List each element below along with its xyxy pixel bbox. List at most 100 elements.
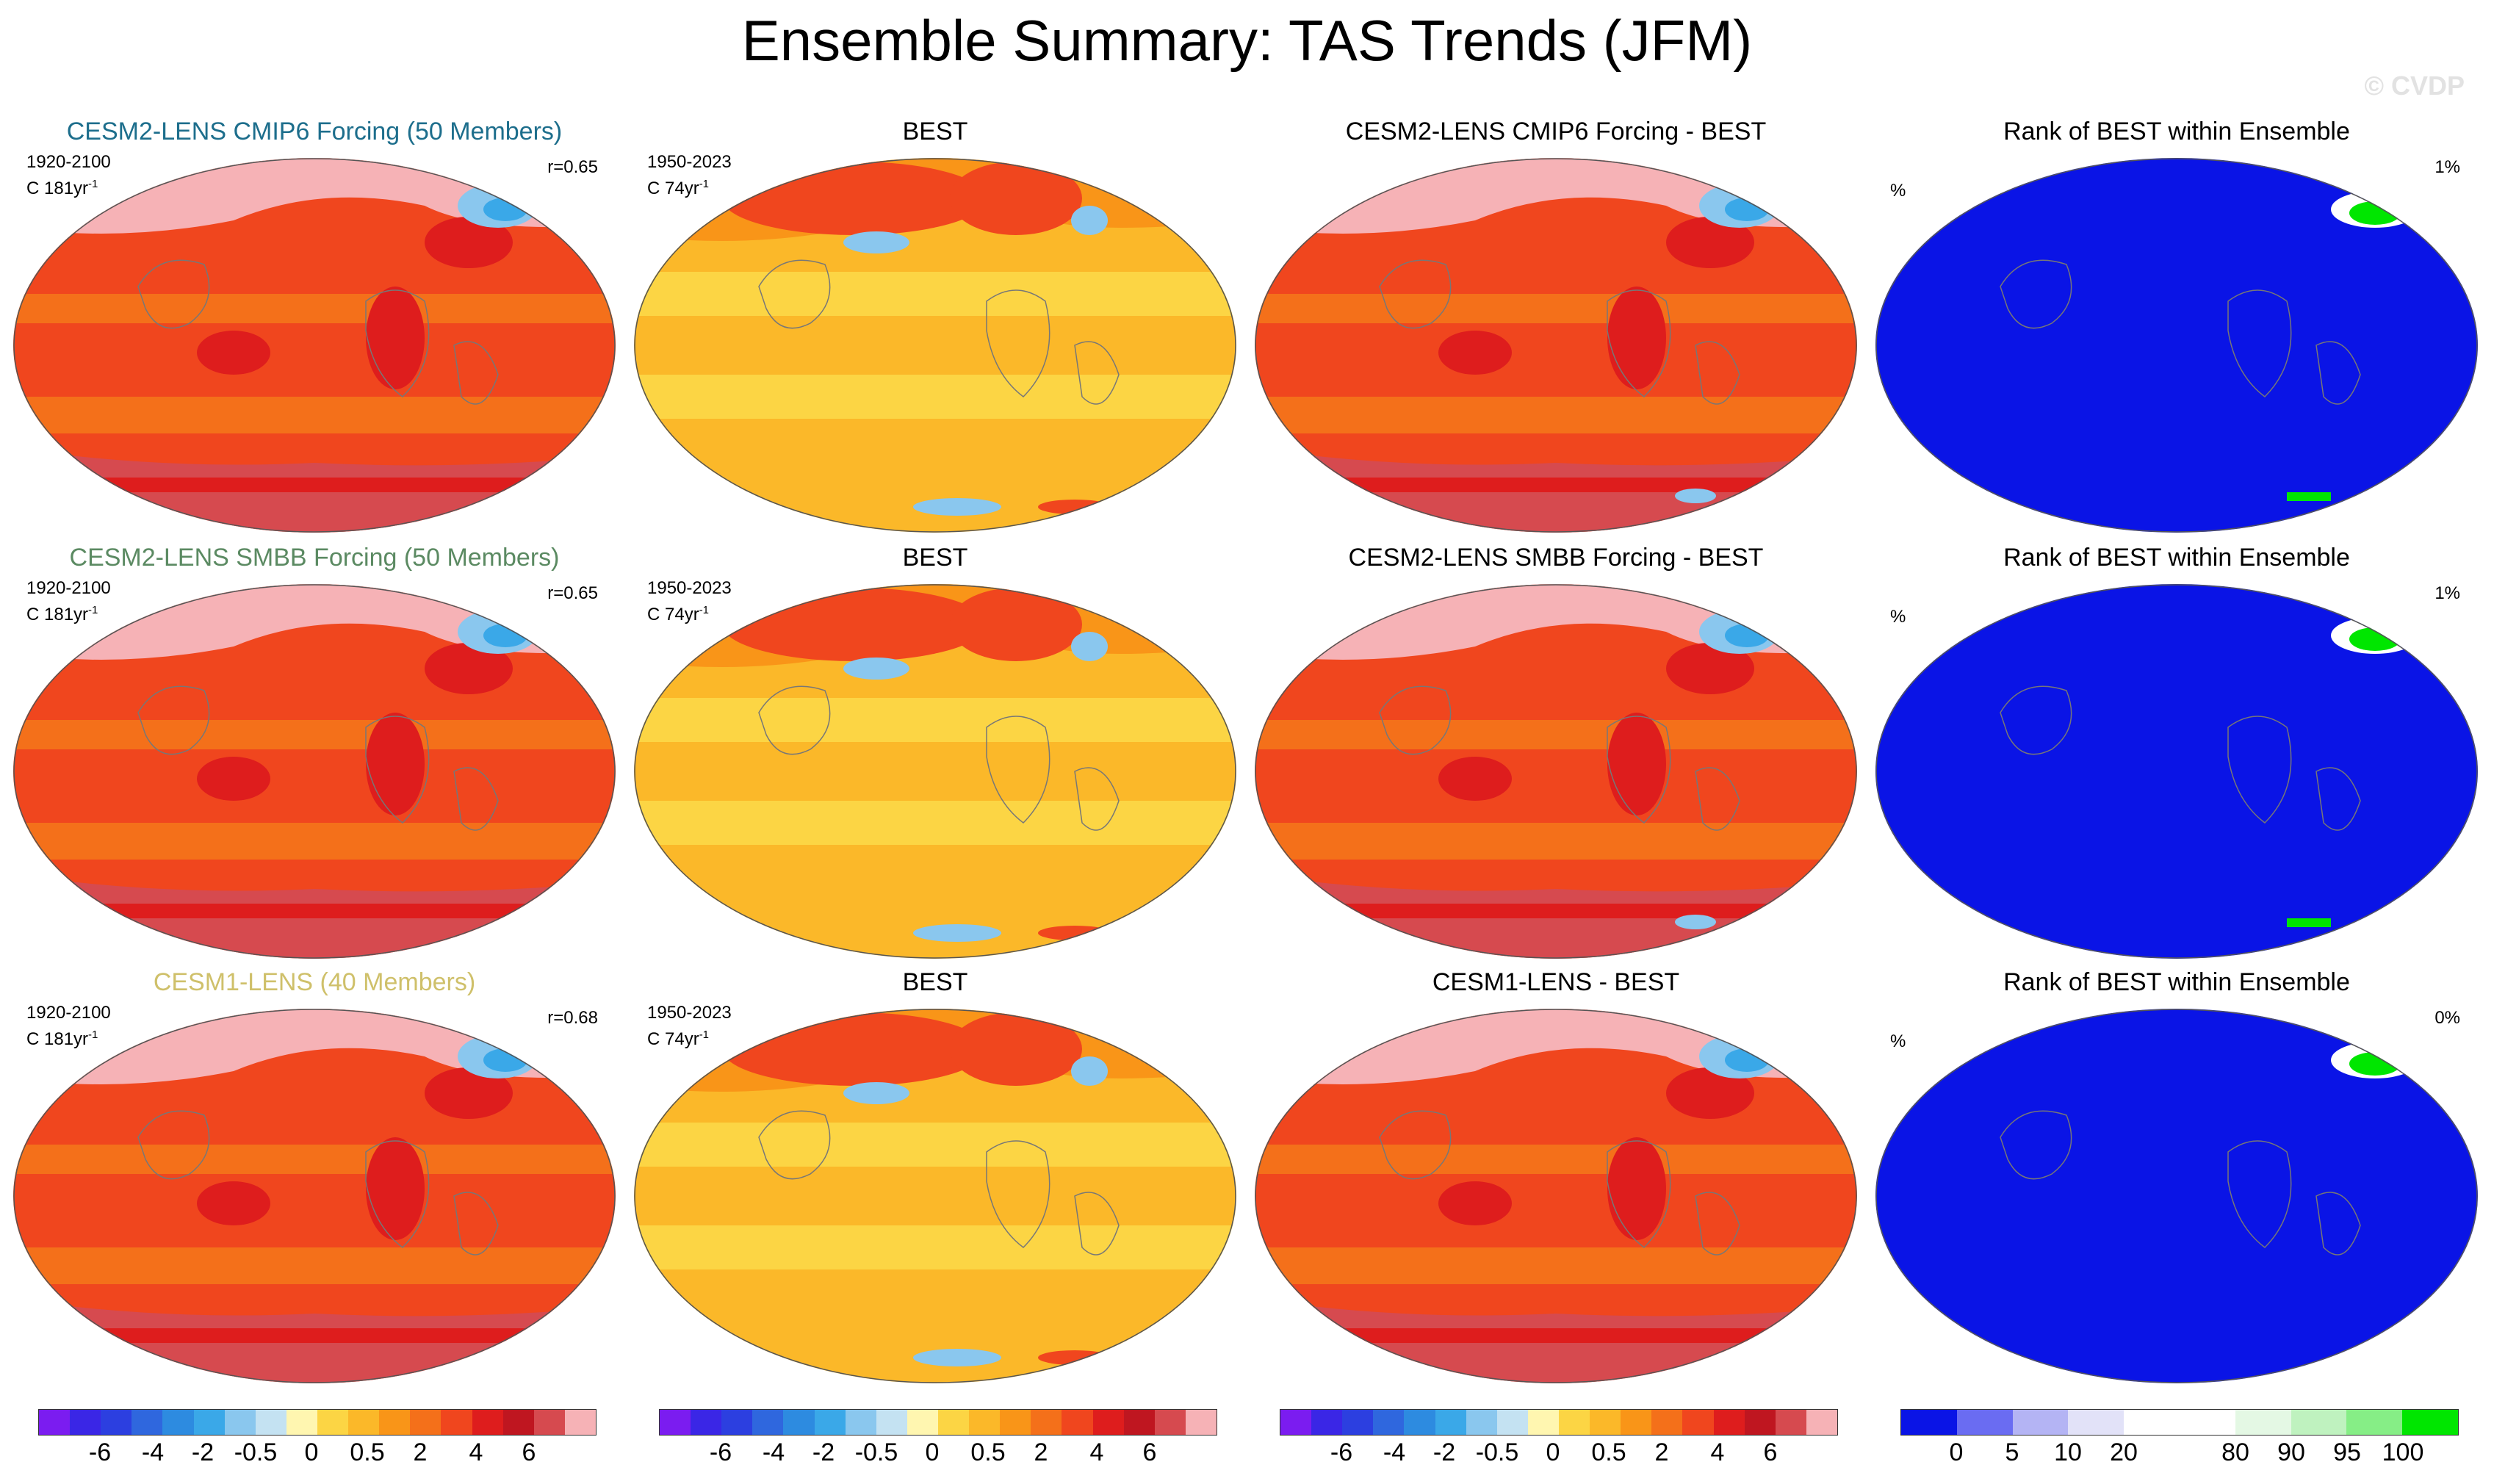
- map-panel-obs-row3: BEST 1950-2023 C 74yr-1: [634, 968, 1236, 1402]
- colorbar-label: 2: [1654, 1438, 1669, 1466]
- eurasia-warm-patch: [950, 1012, 1082, 1086]
- colorbar-swatch: [1744, 1410, 1776, 1435]
- colorbar-swatch: [1558, 1410, 1590, 1435]
- coastline-outline: [758, 685, 831, 755]
- units-exponent: -1: [699, 604, 710, 616]
- colorbar-label: 2: [1034, 1438, 1048, 1466]
- map-border: [1875, 158, 2478, 533]
- coastline-outline: [1695, 341, 1740, 405]
- colorbar-swatch: [1062, 1410, 1093, 1435]
- colorbar-swatch: [533, 1410, 565, 1435]
- colorbar-label: 6: [522, 1438, 536, 1466]
- world-map: [13, 584, 616, 959]
- world-map: [1255, 1009, 1857, 1383]
- trend-colorbar-diff: -6 -4 -2 -0.5 0 0.5 2 4 6: [1280, 1409, 1838, 1475]
- tropical-band: [634, 272, 1236, 316]
- coastline-outline: [2227, 716, 2292, 824]
- colorbar-label: 4: [1710, 1438, 1725, 1466]
- map-border: [1875, 1009, 2478, 1383]
- units-exponent: -1: [88, 1029, 98, 1041]
- percent-value: 1%: [2434, 157, 2460, 177]
- colorbar-label: -4: [1383, 1438, 1406, 1466]
- panel-title: CESM2-LENS CMIP6 Forcing (50 Members): [66, 118, 563, 145]
- colorbar-swatch: [2179, 1410, 2235, 1435]
- colorbar-swatch: [1123, 1410, 1155, 1435]
- colorbar-swatch: [101, 1410, 132, 1435]
- figure-title: Ensemble Summary: TAS Trends (JFM): [741, 8, 1753, 73]
- period-label: 1950-2023: [647, 152, 732, 172]
- coastline-outline: [1074, 1192, 1120, 1256]
- units-label: C 74yr-1: [647, 1024, 732, 1051]
- eurasia-warm-patch: [950, 588, 1082, 661]
- period-units: 1950-2023 C 74yr-1: [647, 1002, 732, 1051]
- warm-maritime-patch: [197, 331, 270, 375]
- coastline-outline: [986, 716, 1050, 824]
- colorbar-swatch: [224, 1410, 256, 1435]
- map-border: [1875, 584, 2478, 959]
- period-label: 1950-2023: [647, 578, 732, 598]
- map-panel-diff-row1: CESM2-LENS CMIP6 Forcing - BEST: [1255, 118, 1857, 551]
- colorbar-swatch: [907, 1410, 938, 1435]
- warm-ne-patch: [1666, 1067, 1754, 1119]
- colorbar-label: 0.5: [350, 1438, 385, 1466]
- colorbar-swatch: [1956, 1410, 2013, 1435]
- southern-band: [1255, 397, 1857, 433]
- period-label: 1950-2023: [647, 1003, 732, 1023]
- coastline-outline: [365, 1140, 430, 1248]
- north-pacific-cold-patch: [843, 1082, 909, 1104]
- colorbar-swatch: [2346, 1410, 2403, 1435]
- colorbar-swatch: [1621, 1410, 1652, 1435]
- colorbar-swatch: [1651, 1410, 1683, 1435]
- colorbar-swatch: [70, 1410, 101, 1435]
- units-label: C 181yr-1: [26, 173, 111, 200]
- antarctic-warm-patch: [1038, 500, 1111, 514]
- trend-colorbar-obs: -6 -4 -2 -0.5 0 0.5 2 4 6: [659, 1409, 1217, 1475]
- coastline-outline: [137, 259, 210, 329]
- colorbar-label: 20: [2110, 1438, 2138, 1466]
- colorbar-label: -6: [709, 1438, 732, 1466]
- colorbar-swatch: [1435, 1410, 1466, 1435]
- map-panel-diff-row2: CESM2-LENS SMBB Forcing - BEST: [1255, 544, 1857, 977]
- colorbar-swatch: [1466, 1410, 1497, 1435]
- coastline-outline: [986, 1140, 1050, 1248]
- antarctic-band: [13, 1328, 616, 1343]
- coastline-outline: [758, 1110, 831, 1180]
- warm-continent-patch: [366, 713, 425, 815]
- colorbar-swatches: [38, 1409, 597, 1436]
- southern-band: [634, 1225, 1236, 1269]
- antarctic-band: [13, 904, 616, 918]
- colorbar-swatch: [752, 1410, 784, 1435]
- colorbar-swatch: [1000, 1410, 1031, 1435]
- coastline-outline: [1695, 1192, 1740, 1256]
- units-text: C 74yr: [647, 1029, 699, 1049]
- units-text: C 74yr: [647, 605, 699, 624]
- coastline-outline: [137, 1110, 210, 1180]
- warm-maritime-patch: [1438, 1181, 1512, 1225]
- colorbar-swatch: [1527, 1410, 1559, 1435]
- colorbar-label: 0: [1949, 1438, 1964, 1466]
- map-panel-model-row3: CESM1-LENS (40 Members) 1920-2100 C 181yr-…: [13, 968, 616, 1402]
- rank-green-southern: [2287, 492, 2331, 501]
- coastline-outline: [1379, 259, 1452, 329]
- coastline-outline: [2000, 1110, 2072, 1180]
- north-atlantic-cold-patch: [1071, 1056, 1108, 1086]
- eurasia-warm-patch: [950, 162, 1082, 235]
- coastline-outline: [2227, 289, 2292, 397]
- antarctic-band: [1255, 478, 1857, 492]
- period-label: 1920-2100: [26, 152, 111, 172]
- world-map: [1255, 584, 1857, 959]
- colorbar-swatch: [783, 1410, 815, 1435]
- coastline-outline: [2315, 767, 2361, 831]
- antarctic-cold-patch: [913, 498, 1001, 516]
- colorbar-label: -4: [141, 1438, 165, 1466]
- percent-value: 1%: [2434, 583, 2460, 603]
- tropical-band: [1255, 1145, 1857, 1174]
- map-panel-obs-row1: BEST 1950-2023 C 74yr-1: [634, 118, 1236, 551]
- coastline-outline: [365, 716, 430, 824]
- colorbar-swatch: [472, 1410, 503, 1435]
- coastline-outline: [453, 341, 499, 405]
- period-units: 1920-2100 C 181yr-1: [26, 151, 111, 200]
- coastline-outline: [453, 767, 499, 831]
- colorbar-swatch: [937, 1410, 970, 1435]
- colorbar-swatch: [660, 1410, 691, 1435]
